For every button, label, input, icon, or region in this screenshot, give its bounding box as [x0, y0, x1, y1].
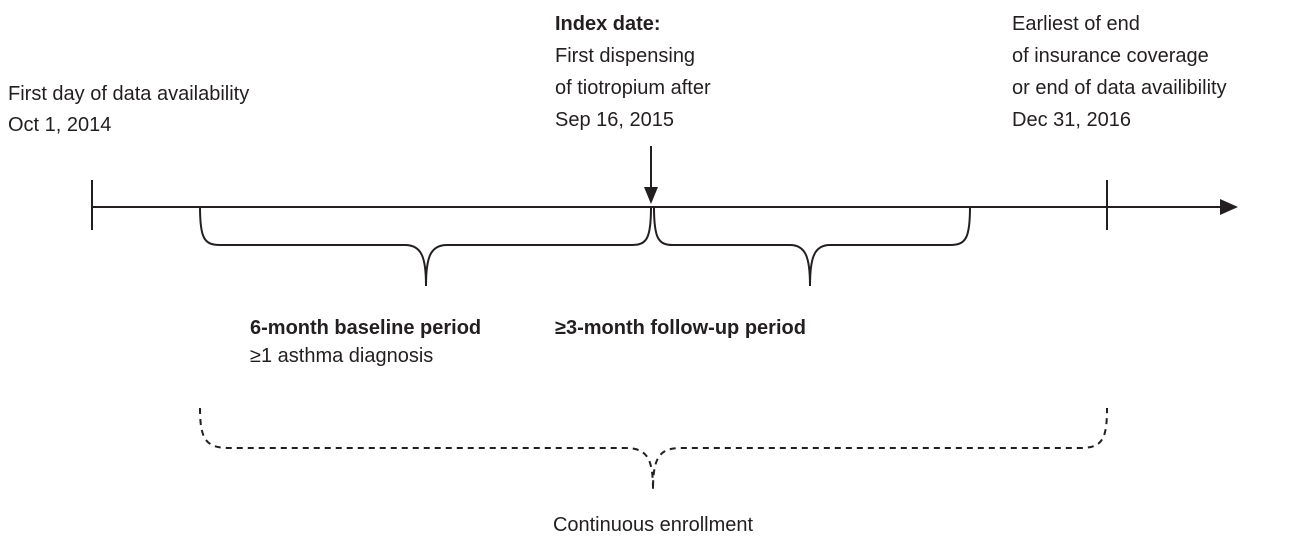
index-arrowhead — [644, 187, 658, 204]
index-text: First dispensing — [555, 45, 695, 67]
end-text: Earliest of end — [1012, 13, 1140, 35]
baseline-text: ≥1 asthma diagnosis — [250, 345, 433, 367]
end-text: of insurance coverage — [1012, 45, 1209, 67]
follow-up-brace — [653, 206, 971, 287]
baseline-title: 6-month baseline period — [250, 317, 481, 339]
index-text: Sep 16, 2015 — [555, 109, 674, 131]
enrollment-label: Continuous enrollment — [553, 514, 754, 536]
end-text: or end of data availibility — [1012, 77, 1227, 99]
follow-up-title: ≥3-month follow-up period — [555, 317, 806, 339]
enrollment-brace — [199, 407, 1108, 491]
start-text: Oct 1, 2014 — [8, 114, 111, 136]
start-text: First day of data availability — [8, 83, 249, 105]
index-title: Index date: — [555, 13, 661, 35]
timeline-arrowhead — [1220, 199, 1238, 215]
end-text: Dec 31, 2016 — [1012, 109, 1131, 131]
baseline-brace — [199, 206, 652, 287]
index-text: of tiotropium after — [555, 77, 711, 99]
